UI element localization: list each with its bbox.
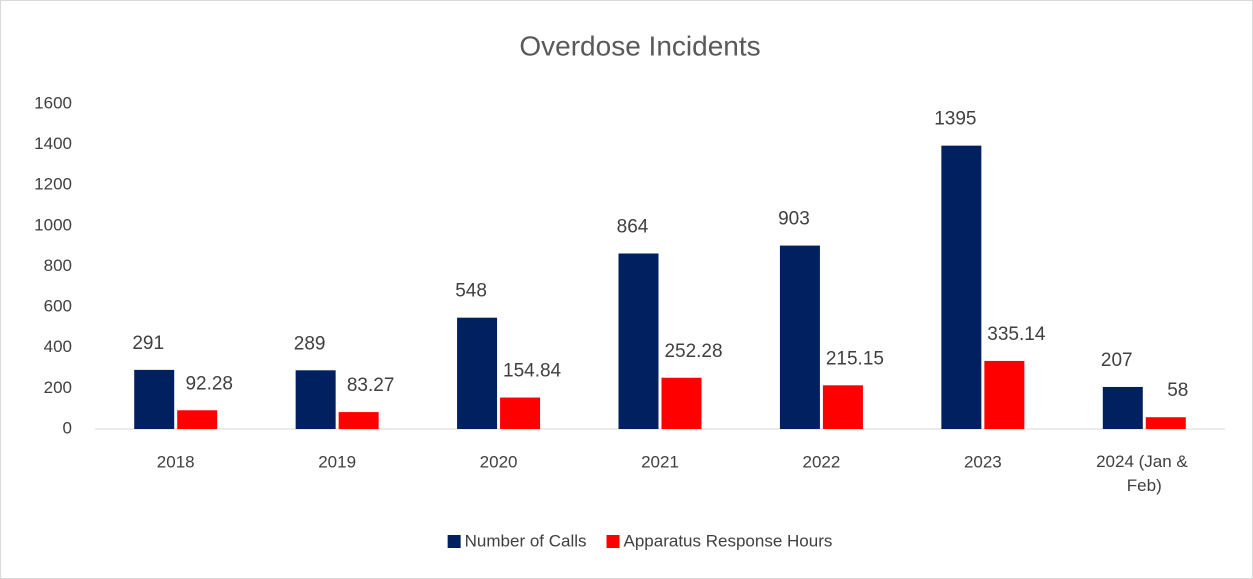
- x-tick-label: 2023: [964, 452, 1002, 471]
- data-label: 154.84: [503, 361, 562, 382]
- data-label: 83.27: [347, 375, 395, 396]
- chart-title: Overdose Incidents: [519, 30, 760, 61]
- x-tick-label: 2021: [641, 452, 679, 471]
- bar: [661, 377, 702, 429]
- data-label: 92.28: [185, 373, 233, 394]
- y-tick-label: 1000: [34, 215, 72, 234]
- bar: [822, 385, 863, 429]
- legend-label: Apparatus Response Hours: [624, 531, 833, 550]
- data-label: 58: [1167, 380, 1188, 401]
- y-tick-label: 200: [44, 378, 72, 397]
- data-label: 903: [778, 209, 810, 230]
- bar: [295, 370, 336, 429]
- y-tick-label: 1400: [34, 134, 72, 153]
- data-label: 335.14: [987, 324, 1046, 345]
- bar: [457, 317, 498, 429]
- x-tick-label: 2019: [318, 452, 356, 471]
- data-label: 1395: [934, 109, 976, 130]
- y-tick-label: 600: [44, 297, 72, 316]
- bar: [941, 145, 982, 429]
- bar: [618, 253, 659, 429]
- data-label: 289: [294, 333, 326, 354]
- x-tick-label: 2020: [480, 452, 518, 471]
- x-tick-label: 2024 (Jan & Feb): [1096, 452, 1192, 495]
- y-tick-label: 400: [44, 337, 72, 356]
- bar: [177, 410, 218, 429]
- data-label: 215.15: [826, 348, 884, 369]
- data-label: 291: [132, 333, 164, 354]
- data-label: 864: [617, 217, 649, 238]
- bar: [984, 360, 1025, 429]
- bar: [338, 412, 379, 429]
- y-tick-label: 1200: [34, 175, 72, 194]
- data-label: 252.28: [664, 341, 722, 362]
- legend-label: Number of Calls: [465, 531, 587, 550]
- bar: [134, 369, 175, 429]
- data-label: 548: [455, 281, 487, 302]
- data-label: 207: [1101, 350, 1133, 371]
- x-tick-label: 2018: [157, 452, 195, 471]
- bar: [1145, 417, 1186, 429]
- y-tick-label: 0: [63, 418, 72, 437]
- bar: [779, 245, 820, 429]
- bar: [1102, 386, 1143, 429]
- y-tick-label: 1600: [34, 93, 72, 112]
- legend-swatch: [447, 535, 461, 548]
- x-tick-label: 2022: [803, 452, 841, 471]
- y-tick-label: 800: [44, 256, 72, 275]
- bar: [500, 397, 541, 429]
- legend-swatch: [606, 535, 620, 548]
